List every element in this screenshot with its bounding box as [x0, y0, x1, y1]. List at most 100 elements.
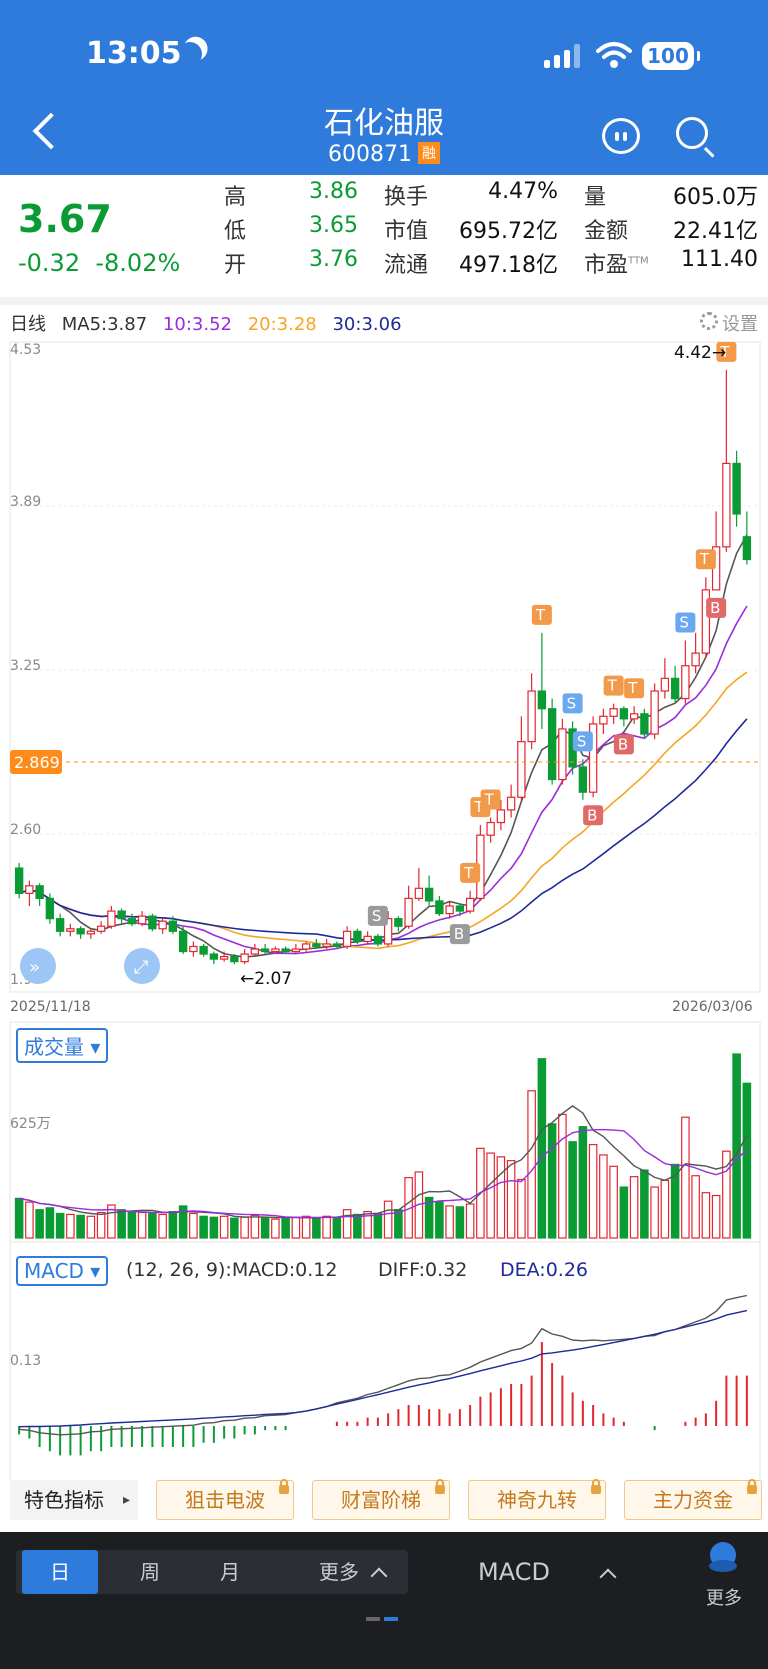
period-week[interactable]: 周 — [140, 1560, 160, 1584]
fullscreen-icon[interactable] — [124, 948, 160, 984]
candle-body — [332, 943, 342, 948]
low-marker: ←2.07 — [240, 969, 292, 989]
candle-body — [722, 462, 731, 548]
volume-bar — [506, 1160, 516, 1239]
page-indicator — [366, 1606, 402, 1625]
candle-body — [158, 920, 167, 930]
volume-bar — [742, 1082, 752, 1239]
more-icon[interactable] — [709, 1542, 737, 1572]
volume-bar — [66, 1213, 75, 1239]
period-day[interactable]: 日 — [22, 1550, 98, 1594]
volume-bar — [209, 1216, 219, 1239]
volume-bar — [599, 1154, 608, 1239]
indicator-magic-nine[interactable]: 神奇九转 — [468, 1479, 606, 1520]
candle-body — [527, 690, 536, 743]
volume-bar — [250, 1214, 260, 1239]
trade-marker-label: T — [719, 343, 730, 361]
candle-body — [148, 915, 157, 930]
volume-bar — [291, 1216, 301, 1239]
volume-bar — [14, 1197, 24, 1239]
volume-bar — [465, 1203, 475, 1239]
volume-bar — [137, 1211, 147, 1239]
period-more[interactable]: 更多 — [298, 1550, 406, 1594]
volume-bar — [455, 1206, 465, 1239]
candle-body — [496, 809, 506, 824]
candle-body — [640, 713, 649, 735]
sub-chart-frame — [9, 1021, 761, 1571]
volume-bar — [660, 1179, 670, 1239]
chat-icon[interactable] — [602, 118, 640, 154]
candle-body — [363, 935, 372, 943]
special-indicators-button[interactable]: 特色指标 — [10, 1480, 138, 1520]
indicator-switch[interactable]: MACD — [478, 1550, 617, 1594]
chevron-up-icon — [599, 1568, 617, 1586]
volume-bar — [578, 1126, 588, 1239]
trade-marker-b — [449, 924, 470, 945]
search-icon[interactable] — [676, 117, 708, 149]
candle-body — [271, 948, 280, 953]
candle-body — [578, 766, 588, 793]
volume-bars — [14, 1053, 752, 1239]
ma-lines — [18, 534, 748, 958]
volume-bar — [609, 1165, 618, 1239]
trade-marker-label: S — [567, 694, 577, 712]
trade-marker-label: B — [618, 735, 628, 753]
candle-body — [629, 713, 639, 720]
volume-bar — [240, 1216, 249, 1239]
candle-body — [96, 925, 106, 932]
volume-bar — [342, 1209, 352, 1239]
expand-left-glyph: » — [29, 957, 40, 978]
volume-selector[interactable]: 成交量 ▾ — [16, 1028, 109, 1063]
volume-bar — [486, 1152, 495, 1239]
indicator-wealth-ladder[interactable]: 财富阶梯 — [312, 1479, 450, 1520]
candle-body — [178, 930, 188, 953]
volume-bar — [168, 1210, 178, 1239]
trade-marker-s — [572, 731, 593, 752]
candle-body — [650, 690, 659, 735]
volume-bar — [670, 1163, 680, 1239]
candle-body — [322, 943, 331, 948]
candle-body — [281, 948, 290, 953]
expand-left-icon[interactable] — [20, 948, 56, 984]
candle-body — [599, 715, 608, 725]
period-month[interactable]: 月 — [220, 1560, 240, 1584]
candle-body — [219, 955, 229, 960]
candle-body — [55, 918, 65, 932]
volume-bar — [76, 1214, 85, 1239]
settings-button[interactable]: 设置 — [722, 314, 758, 335]
more-button[interactable]: 更多 — [706, 1588, 742, 1609]
volume-bar — [96, 1211, 106, 1239]
indicator-tabs: 特色指标 狙击电波 财富阶梯 神奇九转 主力资金 — [0, 1478, 768, 1524]
last-price: 3.67 — [18, 197, 112, 241]
turnover-label: 换手 — [384, 185, 429, 210]
trade-marker-label: B — [454, 925, 464, 943]
chevron-up-icon — [370, 1567, 388, 1585]
ma20-legend: 20:3.28 — [247, 314, 317, 335]
trade-marker-b — [613, 734, 634, 755]
low-value: 3.65 — [309, 213, 358, 238]
date-start: 2025/11/18 — [10, 999, 91, 1015]
indicator-sniper-wave[interactable]: 狙击电波 — [156, 1479, 294, 1520]
gear-icon[interactable] — [700, 312, 718, 330]
candle-body — [394, 918, 403, 927]
volume-ma5-line — [18, 1105, 748, 1219]
trade-marker-label: B — [710, 599, 720, 617]
lock-icon — [435, 1479, 445, 1494]
macd-selector[interactable]: MACD ▾ — [16, 1256, 109, 1286]
ma30-legend: 30:3.06 — [332, 314, 402, 335]
candle-body — [660, 677, 670, 692]
candle-body — [517, 741, 526, 798]
lock-icon — [747, 1479, 757, 1494]
mcap-label: 市值 — [384, 219, 429, 244]
candle-body — [383, 918, 393, 945]
indicator-main-funds[interactable]: 主力资金 — [624, 1479, 762, 1520]
high-value: 3.86 — [309, 179, 358, 204]
volume-bar — [199, 1215, 208, 1239]
volume-bar — [445, 1205, 454, 1239]
ma10-line — [18, 605, 748, 955]
trade-marker-t — [480, 789, 501, 810]
